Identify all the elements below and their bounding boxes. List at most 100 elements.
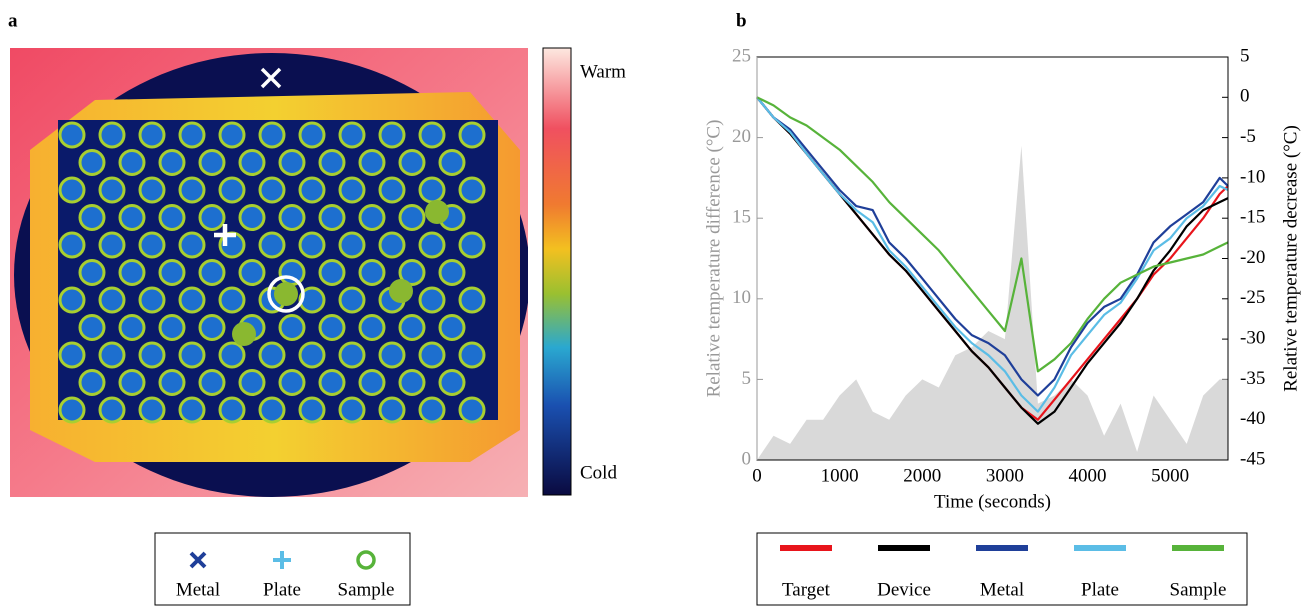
hole xyxy=(258,396,286,424)
hole xyxy=(158,314,186,341)
hole xyxy=(458,341,486,369)
hole xyxy=(178,231,206,259)
x-tick-label: 2000 xyxy=(903,465,941,486)
legend-label: Plate xyxy=(263,579,301,600)
panel-label: b xyxy=(736,10,747,31)
hole xyxy=(438,149,466,176)
hole xyxy=(338,231,366,259)
hole xyxy=(258,341,286,369)
hole xyxy=(138,341,166,369)
hole xyxy=(338,121,366,149)
hole xyxy=(258,176,286,204)
hole xyxy=(218,341,246,369)
hole xyxy=(98,121,126,149)
hole xyxy=(98,176,126,204)
hole xyxy=(98,396,126,424)
legend-marker xyxy=(273,551,291,569)
hole xyxy=(198,149,226,176)
hole xyxy=(358,314,386,341)
x-tick-label: 0 xyxy=(752,465,762,486)
hole xyxy=(418,176,446,204)
hole xyxy=(378,121,406,149)
hole xyxy=(138,121,166,149)
hole xyxy=(158,204,186,231)
colorbar-label: Cold xyxy=(580,462,617,483)
y2-tick-label: -45 xyxy=(1240,448,1265,469)
hole xyxy=(78,314,106,341)
y2-tick-label: -25 xyxy=(1240,287,1265,308)
legend-marker xyxy=(356,550,376,570)
hole xyxy=(298,176,326,204)
hole xyxy=(438,369,466,396)
hole xyxy=(78,369,106,396)
hole xyxy=(438,259,466,286)
hole xyxy=(58,121,86,149)
hole xyxy=(418,121,446,149)
hole xyxy=(298,231,326,259)
hole xyxy=(318,314,346,341)
y-tick-label: 15 xyxy=(732,207,751,228)
hole xyxy=(378,176,406,204)
hole xyxy=(418,286,446,314)
y2-tick-label: -15 xyxy=(1240,207,1265,228)
hole xyxy=(258,231,286,259)
hole xyxy=(118,369,146,396)
y2-tick-label: 0 xyxy=(1240,86,1250,107)
panel-label: a xyxy=(8,10,18,31)
hole xyxy=(438,314,466,341)
hole xyxy=(158,149,186,176)
hole xyxy=(278,259,306,286)
hole xyxy=(98,286,126,314)
hole xyxy=(338,286,366,314)
hole xyxy=(398,259,426,286)
hole xyxy=(198,369,226,396)
hole xyxy=(198,259,226,286)
line xyxy=(756,96,1229,413)
line xyxy=(756,96,1229,397)
x-tick-label: 5000 xyxy=(1151,465,1189,486)
legend-label: Sample xyxy=(1170,579,1227,600)
legend-label: Metal xyxy=(176,579,220,600)
hole xyxy=(358,259,386,286)
hole xyxy=(238,204,266,231)
hole xyxy=(458,121,486,149)
hole xyxy=(58,176,86,204)
hole xyxy=(118,204,146,231)
x-tick-label: 4000 xyxy=(1069,465,1107,486)
hole xyxy=(178,286,206,314)
legend-label: Metal xyxy=(980,579,1024,600)
y-tick-label: 10 xyxy=(732,287,751,308)
y2-tick-label: -20 xyxy=(1240,247,1265,268)
hole xyxy=(298,121,326,149)
legend-label: Sample xyxy=(338,579,395,600)
hole xyxy=(58,341,86,369)
line xyxy=(756,96,1229,373)
hole xyxy=(218,176,246,204)
hole xyxy=(178,341,206,369)
y-tick-label: 5 xyxy=(742,368,752,389)
hole xyxy=(338,176,366,204)
hole xyxy=(218,121,246,149)
hole xyxy=(418,396,446,424)
colorbar-label: Warm xyxy=(580,61,626,82)
hole xyxy=(138,231,166,259)
hole xyxy=(258,121,286,149)
hole xyxy=(138,176,166,204)
x-tick-label: 1000 xyxy=(821,465,859,486)
y2-tick-label: -30 xyxy=(1240,327,1265,348)
hole xyxy=(378,231,406,259)
hole xyxy=(118,149,146,176)
legend-label: Target xyxy=(782,579,831,600)
y2-axis-label: Relative temperature decrease (°C) xyxy=(1280,125,1301,392)
area xyxy=(757,145,1228,460)
hole xyxy=(358,149,386,176)
hole xyxy=(318,259,346,286)
hole xyxy=(98,231,126,259)
hole xyxy=(178,121,206,149)
y-axis-label: Relative temperature difference (°C) xyxy=(703,120,724,398)
hole xyxy=(318,204,346,231)
legend-label: Plate xyxy=(1081,579,1119,600)
y-tick-label: 20 xyxy=(732,126,751,147)
hole xyxy=(278,149,306,176)
hole xyxy=(418,341,446,369)
